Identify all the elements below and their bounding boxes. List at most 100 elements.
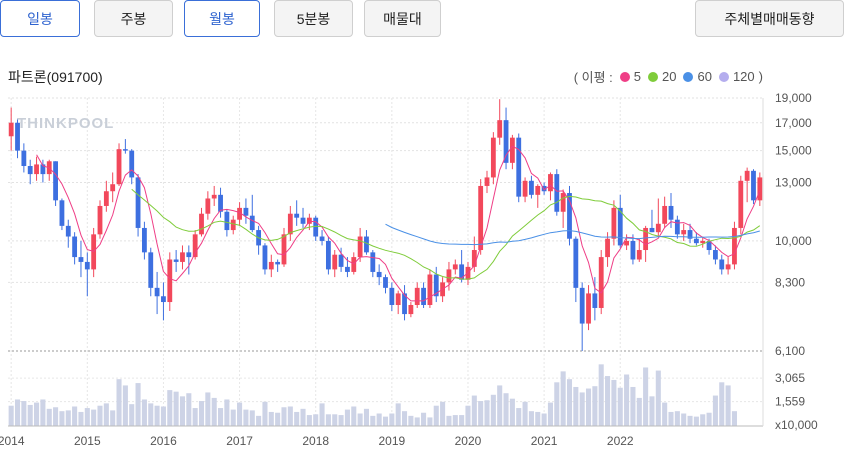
investor-trading-button[interactable]: 주체별매매동향: [695, 0, 844, 37]
volume-bar: [662, 402, 668, 426]
candle-body: [211, 194, 217, 199]
volume-bar: [198, 401, 205, 426]
x-tick-label: 2021: [531, 434, 558, 448]
candle-body: [186, 252, 192, 258]
tab-volume-profile[interactable]: 매물대: [364, 0, 441, 37]
volume-bar: [389, 413, 395, 426]
candle-body: [516, 137, 522, 197]
candle-body: [554, 174, 560, 212]
volume-bar: [643, 367, 649, 426]
tab-daily[interactable]: 일봉: [0, 0, 80, 37]
candle-body: [243, 207, 249, 216]
tab-weekly[interactable]: 주봉: [94, 0, 173, 37]
candle-body: [154, 287, 160, 297]
candle-body: [738, 180, 744, 228]
volume-bar: [294, 411, 300, 426]
candle-body: [662, 205, 668, 224]
candle-body: [636, 250, 642, 260]
candle-body: [732, 227, 737, 265]
volume-bar: [262, 401, 268, 426]
volume-bar: [719, 382, 725, 426]
volume-bar: [509, 398, 515, 426]
candle-body: [535, 185, 541, 195]
candle-body: [757, 177, 763, 201]
candle-body: [427, 274, 433, 305]
candle-body: [351, 257, 357, 272]
volume-bar: [40, 399, 46, 426]
volume-bar: [459, 415, 465, 426]
candle-body: [643, 227, 649, 251]
volume-bar: [363, 408, 370, 426]
candle-body: [522, 180, 528, 197]
volume-bar: [706, 412, 712, 426]
volume-bar: [21, 401, 27, 426]
volume-bar: [636, 397, 642, 426]
volume-bar: [649, 396, 655, 426]
tab-5min[interactable]: 5분봉: [274, 0, 353, 37]
candle-body: [484, 177, 490, 186]
candle-body: [560, 193, 566, 212]
candle-body: [617, 207, 623, 246]
volume-bar: [287, 406, 293, 426]
candle-body: [224, 211, 230, 231]
candle-body: [598, 257, 604, 308]
volume-bar: [592, 386, 598, 426]
volume-bar: [237, 402, 243, 426]
candle-body: [408, 304, 414, 315]
volume-bar: [34, 402, 40, 426]
volume-bar: [46, 408, 52, 426]
candle-body: [376, 271, 382, 278]
price-tick-label: 15,000: [775, 144, 812, 158]
candle-body: [605, 238, 610, 258]
candle-body: [129, 150, 135, 178]
legend-dot-ma20: [648, 71, 659, 82]
volume-bar: [370, 415, 376, 426]
legend-dot-ma120: [718, 71, 729, 82]
candle-body: [319, 236, 325, 241]
volume-bar: [490, 394, 496, 426]
volume-bar: [503, 393, 509, 426]
volume-bar: [8, 405, 14, 426]
x-tick-label: 2018: [302, 434, 329, 448]
candle-body: [53, 161, 58, 201]
candle-body: [700, 240, 706, 244]
volume-bar: [681, 413, 687, 426]
legend-open: ( 이평 :: [573, 70, 613, 85]
legend-dot-ma5: [619, 71, 630, 82]
candle-body: [199, 213, 204, 235]
volume-bar: [211, 397, 217, 426]
volume-bar: [205, 392, 211, 426]
candle-body: [529, 180, 534, 195]
candle-body: [713, 250, 718, 260]
volume-bar: [731, 411, 737, 426]
volume-tick-label: 3,065: [775, 371, 805, 385]
candle-body: [497, 120, 503, 138]
volume-bar: [598, 364, 604, 426]
candle-body: [687, 230, 693, 239]
candle-body: [34, 164, 39, 175]
volume-bar: [351, 406, 357, 426]
candle-body: [72, 236, 78, 258]
volume-bar: [566, 379, 573, 426]
candle-body: [8, 122, 14, 137]
candle-body: [357, 236, 363, 258]
volume-bar: [129, 404, 135, 426]
volume-bar: [585, 388, 592, 426]
ma20-line: [131, 188, 761, 280]
volume-bar: [395, 403, 401, 426]
tab-monthly[interactable]: 월봉: [184, 0, 260, 37]
candle-body: [237, 207, 242, 220]
volume-bar: [421, 412, 427, 426]
price-tick-label: 19,000: [775, 91, 812, 105]
volume-bar: [154, 405, 160, 426]
volume-bar: [313, 414, 319, 426]
legend-label-ma60: 60: [697, 69, 712, 84]
volume-bar: [218, 408, 224, 426]
candle-body: [116, 149, 122, 185]
volume-bar: [332, 414, 338, 426]
candle-body: [624, 240, 630, 246]
volume-bar: [712, 395, 718, 426]
candle-body: [421, 287, 426, 305]
candle-body: [268, 261, 274, 270]
volume-bar: [141, 399, 147, 426]
